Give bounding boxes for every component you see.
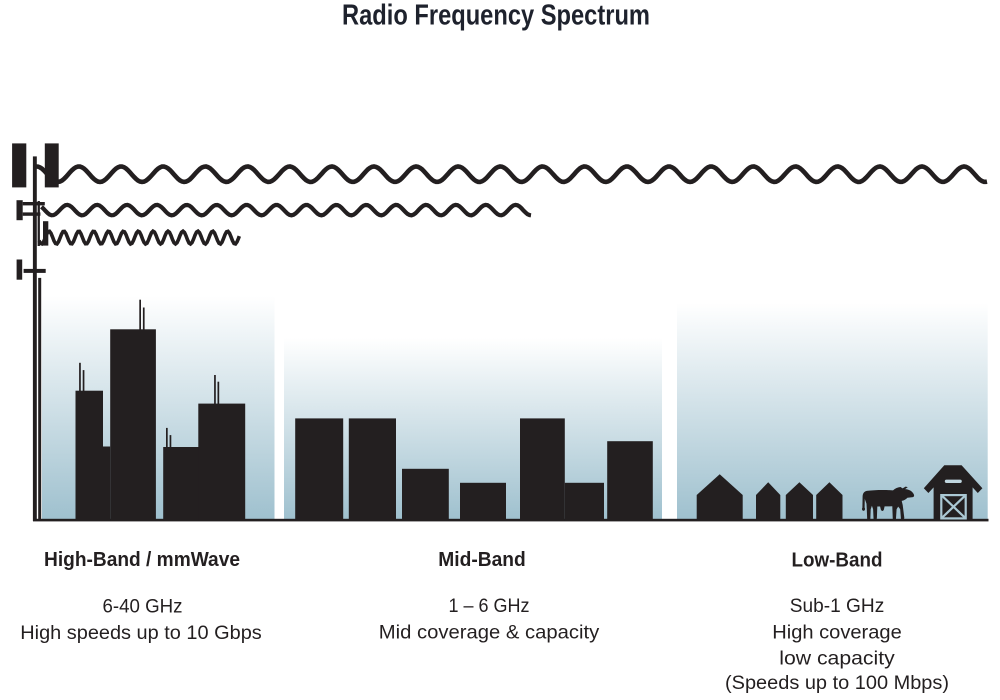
svg-text:Low-Band: Low-Band [792, 549, 883, 572]
svg-text:High speeds up to 10 Gbps: High speeds up to 10 Gbps [20, 622, 262, 644]
svg-text:6-40 GHz: 6-40 GHz [103, 596, 183, 618]
svg-text:1 – 6 GHz: 1 – 6 GHz [449, 595, 530, 617]
svg-text:Radio Frequency Spectrum: Radio Frequency Spectrum [342, 0, 650, 32]
svg-text:(Speeds up to 100 Mbps): (Speeds up to 100 Mbps) [725, 672, 949, 694]
svg-text:Mid-Band: Mid-Band [438, 548, 526, 571]
svg-text:low capacity: low capacity [779, 648, 895, 670]
svg-text:Sub-1 GHz: Sub-1 GHz [790, 595, 885, 617]
svg-text:High coverage: High coverage [772, 622, 902, 644]
svg-text:High-Band / mmWave: High-Band / mmWave [44, 548, 240, 571]
svg-text:Mid coverage & capacity: Mid coverage & capacity [379, 622, 600, 644]
